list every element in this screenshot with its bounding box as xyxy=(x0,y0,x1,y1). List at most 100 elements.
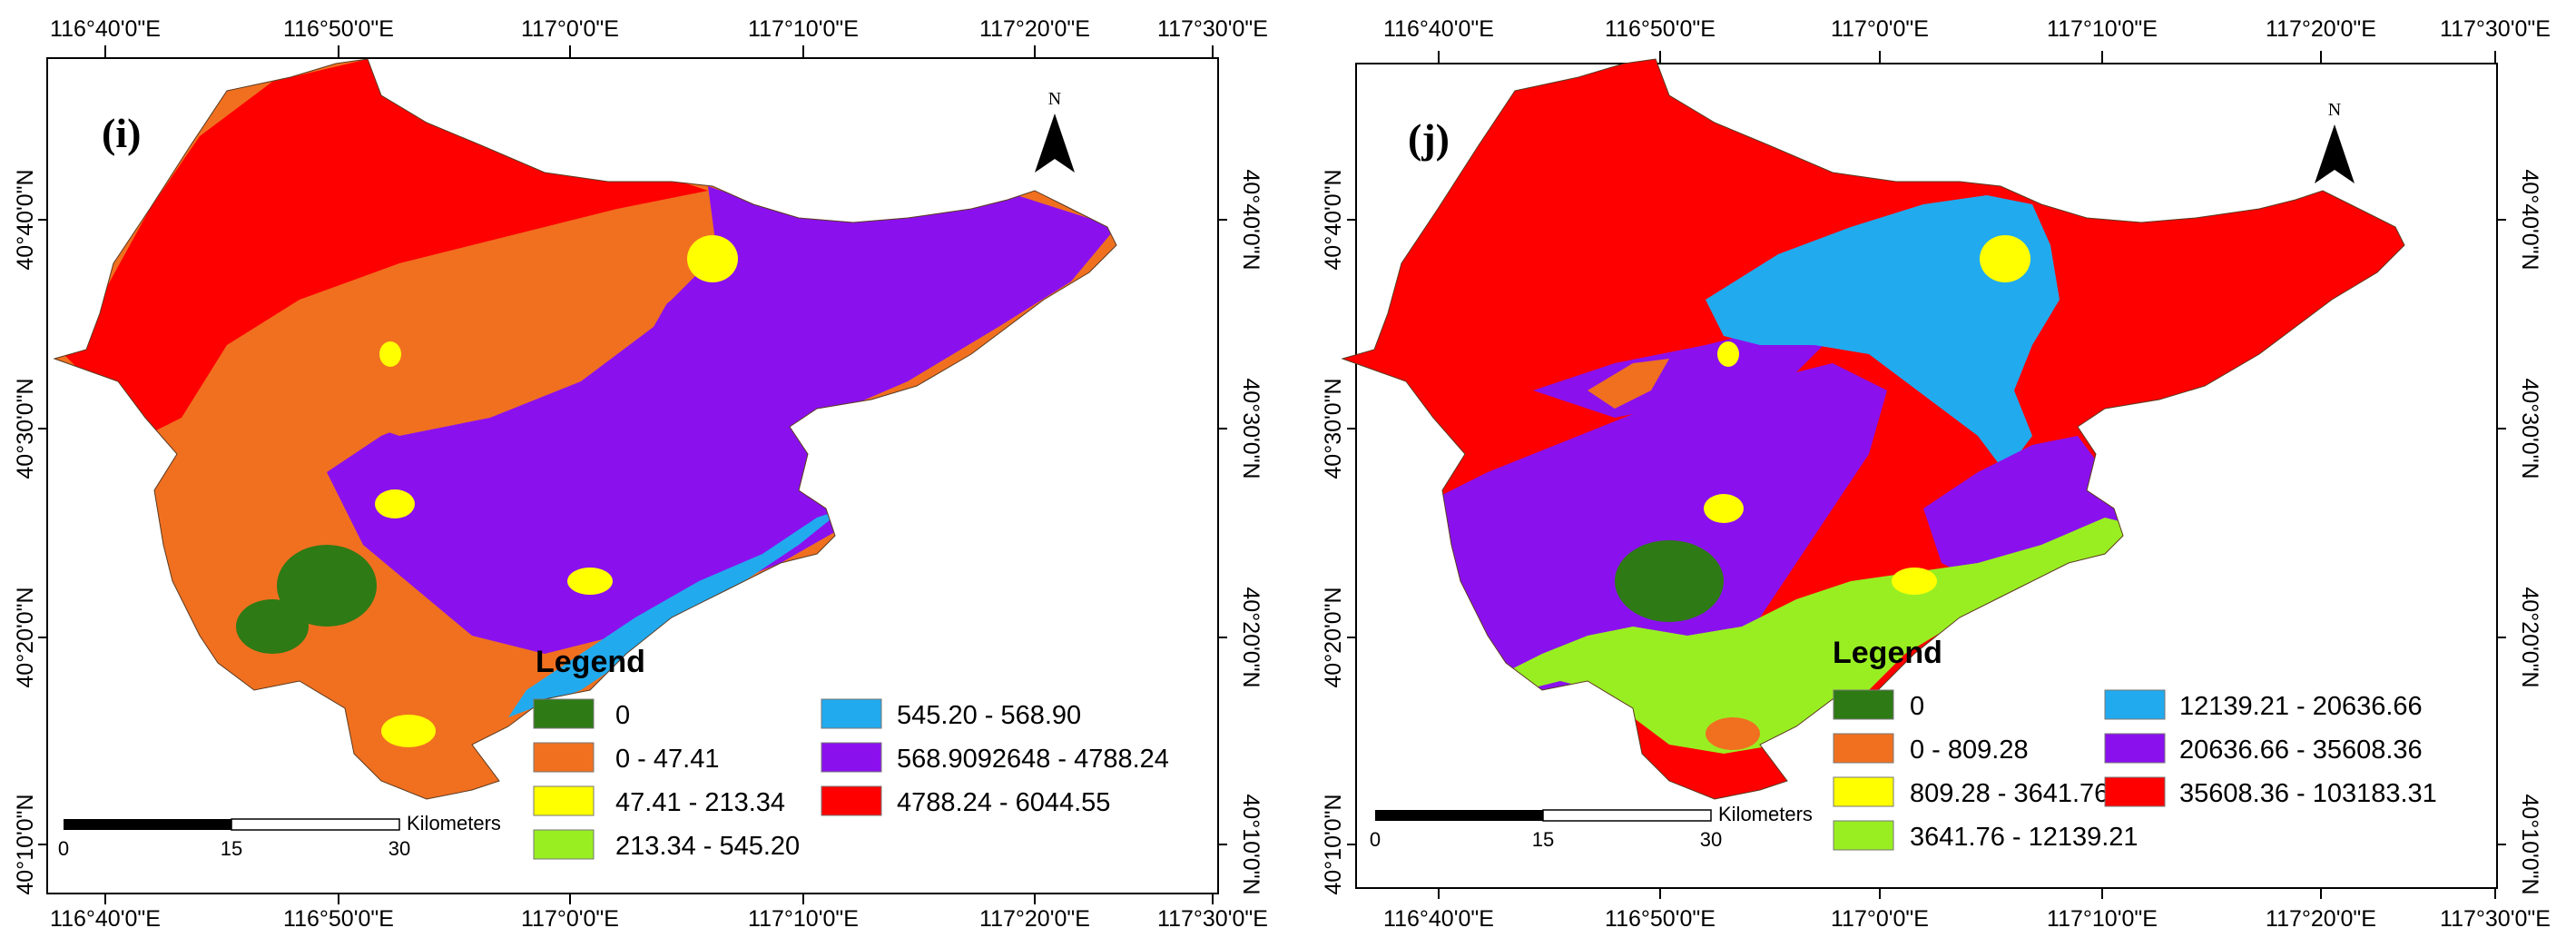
panel-label-j: (j) xyxy=(1408,115,1450,162)
legend-swatch xyxy=(533,829,595,860)
y-tick-marks xyxy=(1347,219,2506,845)
y-tick-right: 40°30'0"N xyxy=(2517,378,2542,479)
region-class-2 xyxy=(1892,568,1937,595)
y-tick-right: 40°10'0"N xyxy=(1238,794,1263,894)
y-tick-marks xyxy=(38,219,1227,845)
y-tick-left: 40°40'0"N xyxy=(13,169,38,270)
scale-tick-label: 0 xyxy=(58,837,69,860)
x-tick-bottom: 116°50'0"E xyxy=(283,906,394,932)
y-tick-right: 40°20'0"N xyxy=(2517,587,2542,687)
scale-tick-label: 15 xyxy=(1532,828,1554,851)
region-class-2 xyxy=(567,568,613,595)
north-label: N xyxy=(1048,89,1061,109)
legend-entry: 3641.76 - 12139.21 xyxy=(1833,820,2138,852)
legend-title: Legend xyxy=(1833,636,1942,670)
legend-entry: 0 - 47.41 xyxy=(533,742,719,774)
x-tick-bottom: 117°30'0"E xyxy=(1157,906,1268,932)
x-tick-top: 117°20'0"E xyxy=(2266,16,2376,42)
x-tick-top: 117°0'0"E xyxy=(521,16,619,42)
x-tick-top: 116°40'0"E xyxy=(1383,16,1494,42)
y-tick-left: 40°40'0"N xyxy=(1321,169,1346,270)
legend-label: 3641.76 - 12139.21 xyxy=(1910,823,2138,852)
x-tick-bottom: 117°0'0"E xyxy=(1831,906,1929,932)
legend-swatch xyxy=(533,698,595,729)
legend-entry: 0 xyxy=(533,698,630,730)
legend-label: 47.41 - 213.34 xyxy=(615,788,785,817)
scale-unit: Kilometers xyxy=(407,812,501,834)
legend-label: 0 - 47.41 xyxy=(615,745,719,774)
legend-swatch xyxy=(821,785,882,816)
north-label: N xyxy=(2328,100,2341,120)
legend-swatch xyxy=(533,742,595,773)
legend-label: 4788.24 - 6044.55 xyxy=(897,788,1110,817)
x-tick-marks-bottom xyxy=(1438,888,2496,899)
region-class-2 xyxy=(1717,341,1739,367)
y-tick-left: 40°30'0"N xyxy=(13,378,38,479)
scale-tick-label: 0 xyxy=(1370,828,1381,851)
y-tick-left: 40°10'0"N xyxy=(13,794,38,894)
scale-bar: Kilometers 0 15 30 xyxy=(58,812,501,860)
legend-label: 0 - 809.28 xyxy=(1910,736,2029,765)
legend-title: Legend xyxy=(536,645,645,679)
x-tick-marks-top xyxy=(1438,51,2496,64)
map-frame xyxy=(1355,63,2498,889)
x-tick-marks-top xyxy=(104,45,1214,58)
legend-label: 12139.21 - 20636.66 xyxy=(2179,692,2423,721)
scale-unit: Kilometers xyxy=(1718,803,1813,825)
legend-entry: 545.20 - 568.90 xyxy=(821,698,1081,730)
map-panel-i: 116°40'0"E 116°50'0"E 117°0'0"E 117°10'0… xyxy=(13,16,1268,932)
region-class-2 xyxy=(1980,235,2030,282)
legend-entry: 4788.24 - 6044.55 xyxy=(821,785,1110,817)
legend-swatch xyxy=(2104,776,2166,807)
legend-label: 0 xyxy=(1910,692,1924,721)
region-class-5 xyxy=(327,186,1116,654)
x-tick-top: 117°10'0"E xyxy=(748,16,859,42)
y-tick-right: 40°30'0"N xyxy=(1238,378,1263,479)
y-tick-left: 40°20'0"N xyxy=(1321,587,1346,687)
legend-entry: 213.34 - 545.20 xyxy=(533,829,800,861)
region-class-6 xyxy=(1388,64,1724,313)
map-figure-j: 116°40'0"E 116°50'0"E 117°0'0"E 117°10'0… xyxy=(1321,16,2551,932)
y-tick-left: 40°20'0"N xyxy=(13,587,38,687)
x-tick-top: 117°0'0"E xyxy=(1831,16,1929,42)
y-tick-right: 40°40'0"N xyxy=(2517,169,2542,270)
legend-entry: 568.9092648 - 4788.24 xyxy=(821,742,1169,774)
y-tick-right: 40°40'0"N xyxy=(1238,169,1263,270)
scale-tick-label: 15 xyxy=(221,837,242,860)
legend-swatch xyxy=(1833,733,1894,764)
x-tick-top: 117°10'0"E xyxy=(2047,16,2158,42)
x-tick-bottom: 116°40'0"E xyxy=(50,906,161,932)
legend-entry: 35608.36 - 103183.31 xyxy=(2104,776,2437,808)
legend-entry: 809.28 - 3641.76 xyxy=(1833,776,2109,808)
region-class-2 xyxy=(375,489,415,518)
north-arrow-icon: N xyxy=(1035,89,1075,173)
y-tick-right: 40°20'0"N xyxy=(1238,587,1263,687)
x-tick-top: 117°30'0"E xyxy=(1157,16,1268,42)
region-class-0 xyxy=(236,599,309,654)
region-class-1-band xyxy=(318,263,690,436)
x-tick-top: 116°50'0"E xyxy=(283,16,394,42)
legend-swatch xyxy=(1833,776,1894,807)
map-figure-i: 116°40'0"E 116°50'0"E 117°0'0"E 117°10'0… xyxy=(13,16,1268,932)
x-tick-bottom: 117°0'0"E xyxy=(521,906,619,932)
legend-swatch xyxy=(2104,733,2166,764)
region-class-0 xyxy=(277,545,377,627)
region-class-2 xyxy=(379,341,401,367)
scale-tick-label: 30 xyxy=(388,837,410,860)
x-tick-marks-bottom xyxy=(104,894,1214,904)
x-tick-bottom: 117°10'0"E xyxy=(748,906,859,932)
legend-swatch xyxy=(533,785,595,816)
x-tick-top: 117°30'0"E xyxy=(2440,16,2551,42)
legend-entry: 47.41 - 213.34 xyxy=(533,785,785,817)
scale-bar: Kilometers 0 15 30 xyxy=(1370,803,1813,851)
legend-label: 35608.36 - 103183.31 xyxy=(2179,779,2437,808)
legend-entry: 0 xyxy=(1833,689,1924,721)
x-tick-bottom: 117°20'0"E xyxy=(2266,906,2376,932)
x-tick-bottom: 116°50'0"E xyxy=(1605,906,1716,932)
region-class-1 xyxy=(1588,359,1669,409)
region-class-6 xyxy=(54,59,708,436)
x-tick-bottom: 117°10'0"E xyxy=(2047,906,2158,932)
x-tick-bottom: 117°30'0"E xyxy=(2440,906,2551,932)
legend-label: 568.9092648 - 4788.24 xyxy=(897,745,1169,774)
basin-outline-i xyxy=(53,58,1117,800)
